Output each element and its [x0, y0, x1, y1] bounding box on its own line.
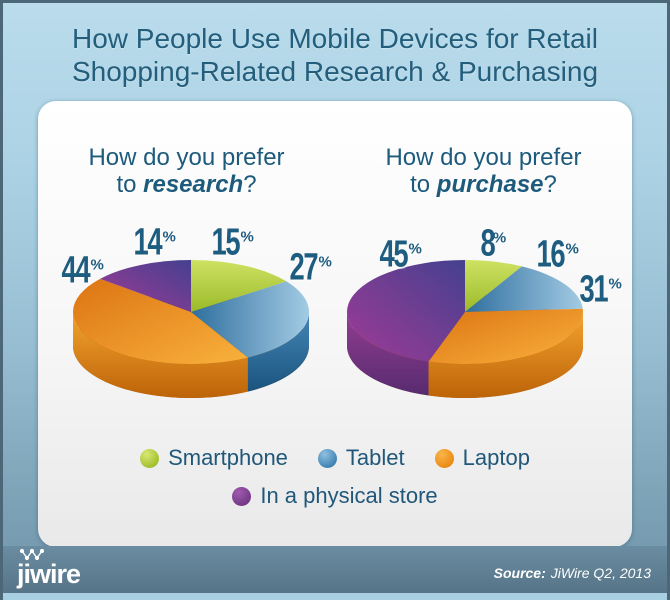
purchase-slice-laptop	[428, 308, 583, 364]
legend-row-2: In a physical store	[38, 483, 632, 509]
research-value-label-tablet: 27%	[284, 247, 332, 290]
research-slice-laptop	[73, 278, 248, 364]
page-title: How People Use Mobile Devices for Retail…	[3, 22, 667, 88]
tablet-color-dot	[317, 448, 337, 468]
legend-label-laptop: Laptop	[462, 445, 530, 470]
legend-label-physical-store: In a physical store	[260, 483, 438, 508]
jiwire-logo: jiwire	[17, 548, 81, 589]
legend-item-tablet: Tablet	[317, 445, 405, 471]
source-note-label: Source:	[493, 565, 546, 581]
research-chart-title: How do you prefer to research?	[38, 101, 335, 198]
percent-number: 16	[536, 233, 566, 276]
purchase-slice-in-a-physical-store-side	[347, 312, 429, 396]
purchase-value-label-in-a-physical-store: 45%	[374, 234, 422, 277]
source-note-value: JiWire Q2, 2013	[550, 565, 651, 581]
purchase-slice-tablet	[465, 266, 583, 312]
percent-number: 8	[480, 222, 495, 265]
research-question-prefix: to	[116, 171, 144, 198]
legend-item-smartphone: Smartphone	[140, 445, 288, 471]
percent-number: 31	[579, 268, 609, 311]
research-slice-tablet	[191, 281, 309, 358]
research-value-label-laptop: 44%	[56, 250, 104, 293]
legend-item-laptop: Laptop	[434, 445, 530, 471]
percent-number: 45	[379, 233, 409, 276]
purchase-value-label-tablet: 16%	[531, 234, 579, 277]
percent-sign: %	[318, 253, 332, 271]
legend-label-smartphone: Smartphone	[168, 445, 288, 470]
bottom-strip	[3, 593, 667, 600]
purchase-slice-smartphone	[465, 260, 522, 312]
research-slice-tablet-side	[247, 312, 309, 392]
source-note: Source: JiWire Q2, 2013	[494, 565, 651, 588]
legend-label-tablet: Tablet	[345, 445, 405, 470]
purchase-chart-title: How do you prefer to purchase?	[335, 101, 632, 198]
page-title-line1: How People Use Mobile Devices for Retail	[72, 23, 598, 54]
research-pie	[73, 260, 309, 398]
research-value-label-in-a-physical-store: 14%	[128, 222, 176, 265]
legend: Smartphone Tablet Laptop In a physical s…	[38, 445, 632, 509]
purchase-question-prefix: to	[410, 171, 437, 198]
laptop-color-dot	[434, 448, 454, 468]
percent-sign: %	[162, 228, 176, 246]
jiwire-logo-icon	[19, 548, 45, 561]
legend-item-physical-store: In a physical store	[232, 483, 438, 509]
purchase-chart: How do you prefer to purchase? 8% 16% 31% 4…	[335, 101, 632, 409]
charts-row: How do you prefer to research? 15% 27% 44%…	[38, 101, 632, 409]
research-slice-laptop-side	[73, 312, 248, 398]
legend-row-1: Smartphone Tablet Laptop	[38, 445, 632, 471]
research-chart: How do you prefer to research? 15% 27% 44%…	[38, 101, 335, 409]
purchase-question-line1: How do you prefer	[385, 144, 582, 171]
percent-sign: %	[492, 229, 507, 247]
percent-sign: %	[565, 240, 579, 258]
purchase-question-emphasis: purchase	[436, 171, 544, 198]
smartphone-color-dot	[140, 448, 160, 468]
footer: jiwire Source: JiWire Q2, 2013	[3, 546, 667, 593]
percent-sign: %	[90, 256, 104, 274]
percent-sign: %	[240, 228, 254, 246]
percent-number: 44	[61, 249, 91, 292]
purchase-pie	[347, 260, 583, 398]
research-slice-smartphone	[191, 260, 287, 312]
research-slice-in-a-physical-store	[100, 260, 191, 312]
research-question-emphasis: research	[143, 171, 244, 198]
percent-number: 14	[133, 221, 163, 264]
purchase-question-suffix: ?	[543, 171, 557, 198]
research-value-label-smartphone: 15%	[206, 222, 254, 265]
purchase-value-label-smartphone: 8%	[478, 223, 506, 266]
jiwire-logo-text: jiwire	[17, 559, 81, 589]
physical-store-color-dot	[232, 486, 252, 506]
percent-number: 15	[211, 221, 241, 264]
percent-sign: %	[608, 275, 622, 293]
purchase-value-label-laptop: 31%	[574, 269, 622, 312]
percent-sign: %	[408, 240, 422, 258]
percent-number: 27	[289, 246, 319, 289]
purchase-slice-laptop-side	[428, 312, 583, 398]
research-question-suffix: ?	[243, 171, 257, 198]
page-title-line2: Shopping-Related Research & Purchasing	[71, 56, 599, 87]
chart-card: How do you prefer to research? 15% 27% 44%…	[38, 101, 632, 547]
purchase-slice-in-a-physical-store	[347, 260, 465, 362]
research-question-line1: How do you prefer	[88, 144, 285, 171]
